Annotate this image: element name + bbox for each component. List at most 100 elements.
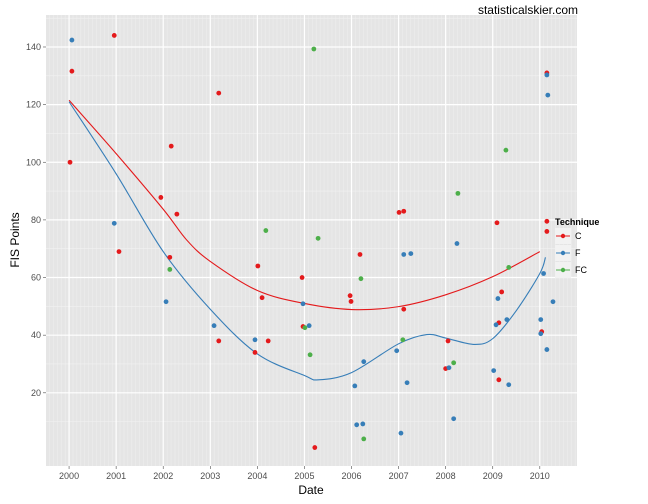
point-fc (400, 337, 406, 343)
point-f (451, 416, 457, 422)
y-tick-label: 120 (26, 100, 41, 110)
legend-title: Technique (555, 217, 599, 227)
watermark: statisticalskier.com (478, 3, 578, 17)
point-f (544, 72, 550, 78)
minor-grid (46, 15, 577, 466)
point-c (401, 306, 407, 312)
plot-panel (46, 15, 577, 466)
point-fc (263, 228, 269, 233)
point-f (300, 301, 306, 307)
legend-marker (560, 233, 566, 239)
x-tick-label: 2000 (59, 471, 79, 481)
point-fc (455, 190, 461, 196)
point-fc (167, 267, 173, 272)
y-tick-label: 60 (31, 273, 41, 283)
point-c (357, 252, 363, 257)
point-f (493, 322, 499, 328)
legend-marker (560, 267, 566, 273)
point-c (158, 195, 164, 200)
x-tick-label: 2003 (200, 471, 220, 481)
y-tick-label: 140 (26, 42, 41, 52)
point-c (401, 208, 407, 214)
legend-label: F (575, 248, 581, 258)
point-c (544, 229, 550, 234)
legend-marker (560, 250, 566, 256)
x-tick-label: 2010 (530, 471, 550, 481)
point-fc (307, 352, 313, 358)
point-f (211, 323, 217, 329)
x-tick-label: 2008 (436, 471, 456, 481)
point-f (401, 252, 407, 257)
point-f (538, 317, 544, 323)
point-fc (315, 235, 321, 241)
point-f (361, 359, 367, 365)
point-f (252, 337, 258, 343)
point-c (348, 299, 354, 304)
data-points (67, 33, 556, 450)
y-axis: 20 40 60 80 100 120 140 (26, 42, 46, 398)
point-fc (451, 360, 457, 366)
point-fc (503, 147, 509, 153)
smooth-line-c (68, 99, 541, 311)
point-f (544, 347, 550, 352)
point-fc (506, 265, 512, 270)
point-fc (302, 325, 308, 331)
point-fc (311, 46, 317, 52)
y-axis-title: FIS Points (8, 212, 22, 267)
point-c (111, 33, 117, 38)
point-fc (361, 436, 367, 442)
point-f (404, 380, 410, 386)
point-fc (358, 276, 364, 282)
point-c (265, 338, 271, 344)
point-f (446, 365, 452, 371)
point-c (255, 263, 261, 269)
point-f (504, 317, 510, 323)
point-f (541, 271, 546, 276)
point-c (216, 338, 222, 344)
point-f (69, 37, 75, 43)
point-c (396, 210, 402, 215)
point-c (69, 68, 75, 74)
point-f (394, 348, 400, 354)
legend: Technique CF FC (555, 217, 599, 278)
point-f (495, 296, 501, 301)
point-c (67, 159, 73, 165)
x-tick-label: 2007 (389, 471, 409, 481)
point-c (167, 254, 173, 260)
x-tick-label: 2004 (247, 471, 267, 481)
point-c (347, 293, 353, 299)
point-c (168, 143, 174, 149)
legend-label: C (575, 231, 582, 241)
point-f (352, 383, 358, 389)
point-c (299, 275, 305, 280)
x-axis: 2000 2001 2002 2003 2004 2005 2006 2007 2008 2009… (59, 466, 550, 481)
x-tick-label: 2005 (294, 471, 314, 481)
point-f (506, 382, 512, 388)
point-c (252, 350, 258, 355)
y-tick-label: 40 (31, 330, 41, 340)
point-f (111, 220, 117, 226)
point-c (499, 289, 505, 295)
point-c (216, 90, 222, 96)
x-tick-label: 2009 (483, 471, 503, 481)
point-c (116, 249, 122, 254)
point-c (259, 295, 265, 301)
point-c (174, 211, 180, 217)
point-c (494, 220, 500, 226)
point-f (545, 92, 551, 98)
point-f (454, 241, 460, 246)
point-c (544, 218, 550, 224)
point-f (306, 323, 312, 329)
point-c (445, 338, 451, 344)
legend-label: FC (575, 265, 587, 275)
point-f (354, 422, 360, 428)
y-tick-label: 100 (26, 157, 41, 167)
point-f (538, 331, 544, 337)
y-tick-label: 20 (31, 388, 41, 398)
point-f (163, 299, 169, 305)
point-f (398, 430, 404, 436)
major-grid (46, 15, 577, 466)
x-tick-label: 2006 (341, 471, 361, 481)
point-f (408, 251, 414, 257)
